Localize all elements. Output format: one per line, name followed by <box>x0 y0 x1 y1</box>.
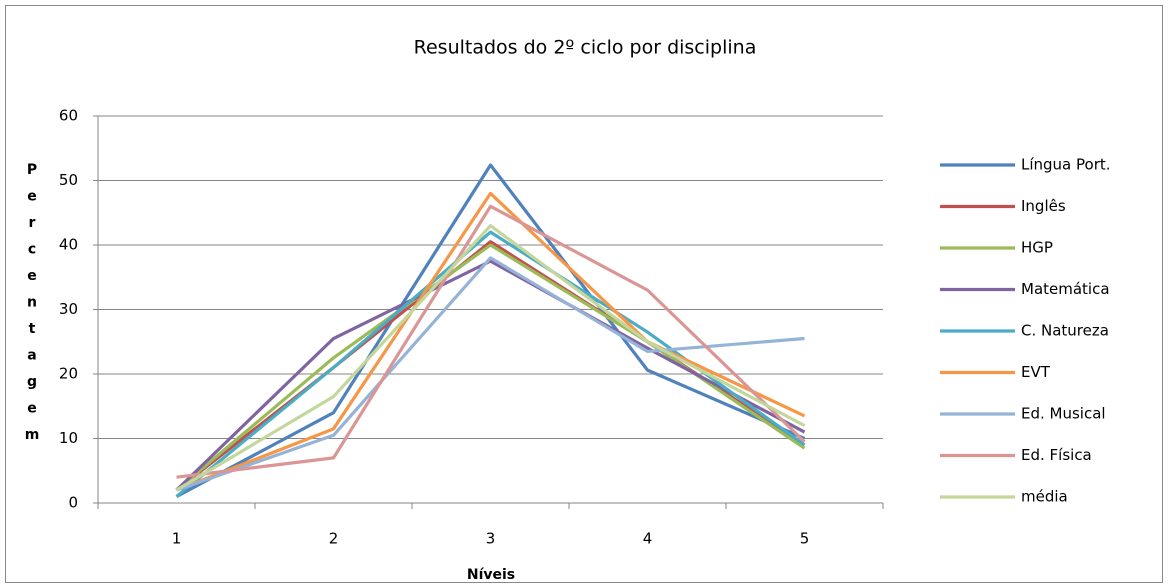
y-tick-label: 30 <box>59 300 78 318</box>
x-tick-label: 3 <box>486 530 496 548</box>
legend-label: Inglês <box>1021 197 1066 215</box>
legend-label: Matemática <box>1021 280 1110 298</box>
series-line <box>175 256 805 492</box>
legend-label: C. Natureza <box>1021 322 1109 340</box>
series-line <box>175 259 806 492</box>
y-tick-label: 0 <box>68 494 78 512</box>
legend-label: média <box>1021 488 1068 506</box>
legend-label: Ed. Musical <box>1021 405 1106 423</box>
y-tick-label: 50 <box>59 171 78 189</box>
legend-label: Língua Port. <box>1021 156 1111 174</box>
x-tick-label: 2 <box>329 530 339 548</box>
y-tick-label: 20 <box>59 365 78 383</box>
x-tick-label: 1 <box>172 530 182 548</box>
x-tick-label: 5 <box>800 530 810 548</box>
series-line <box>175 163 806 498</box>
y-tick-label: 10 <box>59 429 78 447</box>
chart-title: Resultados do 2º ciclo por disciplina <box>414 37 757 59</box>
legend-label: HGP <box>1021 239 1053 257</box>
series-line <box>175 224 806 492</box>
y-axis-label: Percentagem <box>24 162 40 454</box>
x-axis-label: Níveis <box>467 567 515 583</box>
series-line <box>175 191 806 492</box>
y-tick-label: 60 <box>59 107 78 125</box>
x-tick-label: 4 <box>643 530 653 548</box>
legend-label: Ed. Física <box>1021 446 1092 464</box>
legend-label: EVT <box>1021 363 1051 381</box>
series-line <box>176 204 806 479</box>
y-tick-label: 40 <box>59 236 78 254</box>
